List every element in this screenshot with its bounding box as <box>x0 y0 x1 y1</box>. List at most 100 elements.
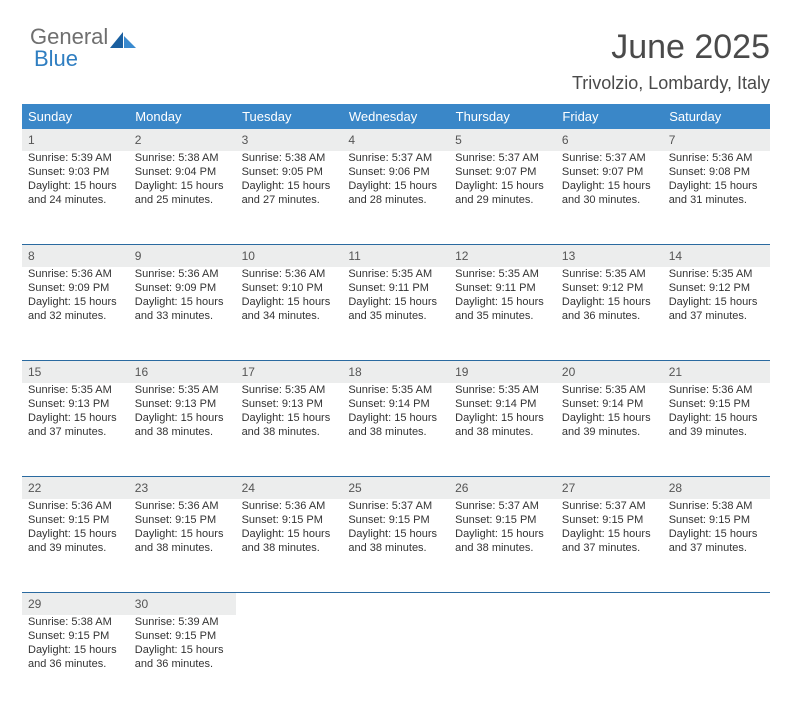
weekday-header: Sunday <box>22 104 129 129</box>
sunrise-line: Sunrise: 5:35 AM <box>562 383 657 397</box>
day-cell: Sunrise: 5:39 AMSunset: 9:03 PMDaylight:… <box>22 151 129 245</box>
day-number: 24 <box>236 477 343 500</box>
sunrise-line: Sunrise: 5:35 AM <box>348 383 443 397</box>
sunrise-line: Sunrise: 5:35 AM <box>348 267 443 281</box>
day-cell: Sunrise: 5:35 AMSunset: 9:12 PMDaylight:… <box>556 267 663 361</box>
day-number: 15 <box>22 361 129 384</box>
day-number: 6 <box>556 129 663 151</box>
sunrise-line: Sunrise: 5:36 AM <box>135 499 230 513</box>
day-cell: Sunrise: 5:39 AMSunset: 9:15 PMDaylight:… <box>129 615 236 708</box>
brand-line1: General <box>30 26 108 48</box>
sunset-line: Sunset: 9:13 PM <box>242 397 337 411</box>
calendar-header: Sunday Monday Tuesday Wednesday Thursday… <box>22 104 770 129</box>
day-cell: Sunrise: 5:35 AMSunset: 9:14 PMDaylight:… <box>342 383 449 477</box>
daylight-line: Daylight: 15 hours and 38 minutes. <box>348 411 443 439</box>
day-number: 2 <box>129 129 236 151</box>
day-number: 16 <box>129 361 236 384</box>
sunrise-line: Sunrise: 5:39 AM <box>135 615 230 629</box>
day-cell <box>556 615 663 708</box>
sunrise-line: Sunrise: 5:37 AM <box>455 499 550 513</box>
daylight-line: Daylight: 15 hours and 34 minutes. <box>242 295 337 323</box>
weekday-header: Thursday <box>449 104 556 129</box>
sunset-line: Sunset: 9:15 PM <box>562 513 657 527</box>
daylight-line: Daylight: 15 hours and 38 minutes. <box>135 411 230 439</box>
day-number: 4 <box>342 129 449 151</box>
day-cell: Sunrise: 5:37 AMSunset: 9:07 PMDaylight:… <box>449 151 556 245</box>
day-cell: Sunrise: 5:35 AMSunset: 9:13 PMDaylight:… <box>22 383 129 477</box>
daylight-line: Daylight: 15 hours and 31 minutes. <box>669 179 764 207</box>
sunset-line: Sunset: 9:08 PM <box>669 165 764 179</box>
sunrise-line: Sunrise: 5:35 AM <box>135 383 230 397</box>
day-cell: Sunrise: 5:38 AMSunset: 9:05 PMDaylight:… <box>236 151 343 245</box>
sunset-line: Sunset: 9:15 PM <box>28 513 123 527</box>
sunset-line: Sunset: 9:03 PM <box>28 165 123 179</box>
sunset-line: Sunset: 9:12 PM <box>562 281 657 295</box>
day-cell: Sunrise: 5:36 AMSunset: 9:15 PMDaylight:… <box>663 383 770 477</box>
daynum-row: 22232425262728 <box>22 477 770 500</box>
daylight-line: Daylight: 15 hours and 32 minutes. <box>28 295 123 323</box>
sunrise-line: Sunrise: 5:35 AM <box>455 267 550 281</box>
daynum-row: 1234567 <box>22 129 770 151</box>
sunrise-line: Sunrise: 5:37 AM <box>348 499 443 513</box>
sunset-line: Sunset: 9:09 PM <box>135 281 230 295</box>
sunset-line: Sunset: 9:13 PM <box>135 397 230 411</box>
sunset-line: Sunset: 9:15 PM <box>135 629 230 643</box>
sunrise-line: Sunrise: 5:38 AM <box>669 499 764 513</box>
sunset-line: Sunset: 9:09 PM <box>28 281 123 295</box>
sunrise-line: Sunrise: 5:36 AM <box>135 267 230 281</box>
detail-row: Sunrise: 5:35 AMSunset: 9:13 PMDaylight:… <box>22 383 770 477</box>
day-number: 22 <box>22 477 129 500</box>
sunrise-line: Sunrise: 5:36 AM <box>669 151 764 165</box>
day-number: 1 <box>22 129 129 151</box>
day-number: 8 <box>22 245 129 268</box>
daylight-line: Daylight: 15 hours and 35 minutes. <box>348 295 443 323</box>
day-cell: Sunrise: 5:36 AMSunset: 9:09 PMDaylight:… <box>129 267 236 361</box>
daylight-line: Daylight: 15 hours and 25 minutes. <box>135 179 230 207</box>
daynum-row: 15161718192021 <box>22 361 770 384</box>
day-cell: Sunrise: 5:38 AMSunset: 9:04 PMDaylight:… <box>129 151 236 245</box>
sunset-line: Sunset: 9:10 PM <box>242 281 337 295</box>
daylight-line: Daylight: 15 hours and 37 minutes. <box>669 295 764 323</box>
day-cell: Sunrise: 5:37 AMSunset: 9:07 PMDaylight:… <box>556 151 663 245</box>
daylight-line: Daylight: 15 hours and 33 minutes. <box>135 295 230 323</box>
detail-row: Sunrise: 5:36 AMSunset: 9:09 PMDaylight:… <box>22 267 770 361</box>
day-cell: Sunrise: 5:35 AMSunset: 9:14 PMDaylight:… <box>449 383 556 477</box>
brand-logo: General <box>30 26 136 48</box>
detail-row: Sunrise: 5:39 AMSunset: 9:03 PM Daylight:… <box>22 151 770 245</box>
sunrise-line: Sunrise: 5:36 AM <box>242 267 337 281</box>
day-cell: Sunrise: 5:35 AMSunset: 9:14 PMDaylight:… <box>556 383 663 477</box>
day-cell: Sunrise: 5:35 AMSunset: 9:12 PMDaylight:… <box>663 267 770 361</box>
weekday-header: Saturday <box>663 104 770 129</box>
day-number: 7 <box>663 129 770 151</box>
day-cell <box>236 615 343 708</box>
day-number: 20 <box>556 361 663 384</box>
day-cell: Sunrise: 5:38 AMSunset: 9:15 PMDaylight:… <box>22 615 129 708</box>
daylight-line: Daylight: 15 hours and 29 minutes. <box>455 179 550 207</box>
daylight-line: Daylight: 15 hours and 37 minutes. <box>562 527 657 555</box>
weekday-header: Monday <box>129 104 236 129</box>
day-number: 3 <box>236 129 343 151</box>
day-number: 26 <box>449 477 556 500</box>
daylight-line: Daylight: 15 hours and 35 minutes. <box>455 295 550 323</box>
day-cell: Sunrise: 5:35 AMSunset: 9:13 PMDaylight:… <box>236 383 343 477</box>
detail-row: Sunrise: 5:36 AMSunset: 9:15 PMDaylight:… <box>22 499 770 593</box>
sunrise-line: Sunrise: 5:38 AM <box>242 151 337 165</box>
sunset-line: Sunset: 9:15 PM <box>28 629 123 643</box>
sunset-line: Sunset: 9:05 PM <box>242 165 337 179</box>
sunset-line: Sunset: 9:06 PM <box>348 165 443 179</box>
sunrise-line: Sunrise: 5:36 AM <box>669 383 764 397</box>
brand-sail-icon <box>110 30 136 48</box>
sunset-line: Sunset: 9:15 PM <box>669 397 764 411</box>
sunrise-line: Sunrise: 5:37 AM <box>562 151 657 165</box>
day-cell: Sunrise: 5:36 AMSunset: 9:15 PMDaylight:… <box>236 499 343 593</box>
day-number: 14 <box>663 245 770 268</box>
day-number: 13 <box>556 245 663 268</box>
daylight-line: Daylight: 15 hours and 39 minutes. <box>28 527 123 555</box>
calendar-body: 1234567Sunrise: 5:39 AMSunset: 9:03 PMDa… <box>22 129 770 708</box>
day-cell: Sunrise: 5:35 AMSunset: 9:13 PMDaylight:… <box>129 383 236 477</box>
day-number: 25 <box>342 477 449 500</box>
weekday-header: Wednesday <box>342 104 449 129</box>
sunset-line: Sunset: 9:14 PM <box>455 397 550 411</box>
sunrise-line: Sunrise: 5:39 AM <box>28 151 123 165</box>
sunset-line: Sunset: 9:14 PM <box>562 397 657 411</box>
